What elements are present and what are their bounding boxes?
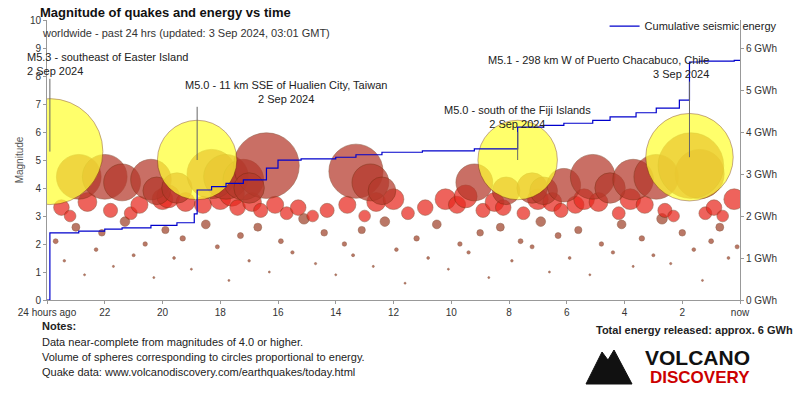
- svg-text:18: 18: [215, 307, 227, 318]
- svg-text:now: now: [731, 307, 750, 318]
- svg-text:Volume of spheres correspondin: Volume of spheres corresponding to circl…: [42, 351, 365, 363]
- svg-text:14: 14: [330, 307, 342, 318]
- svg-text:10: 10: [30, 15, 42, 26]
- svg-text:6: 6: [35, 127, 41, 138]
- svg-text:worldwide - past 24 hrs (updat: worldwide - past 24 hrs (updated: 3 Sep …: [42, 27, 330, 39]
- svg-text:M5.0 - 11 km SSE of Hualien Ci: M5.0 - 11 km SSE of Hualien City, Taiwan…: [185, 79, 387, 105]
- svg-text:3: 3: [35, 211, 41, 222]
- svg-text:6 GWh: 6 GWh: [746, 43, 777, 54]
- svg-text:4: 4: [35, 183, 41, 194]
- svg-text:22: 22: [99, 307, 111, 318]
- svg-text:16: 16: [272, 307, 284, 318]
- svg-text:Data near-complete from magnit: Data near-complete from magnitudes of 4.…: [42, 336, 303, 348]
- svg-text:Total energy released: approx.: Total energy released: approx. 6 GWh: [596, 324, 793, 336]
- svg-text:2: 2: [35, 239, 41, 250]
- svg-text:8: 8: [506, 307, 512, 318]
- svg-text:8: 8: [35, 71, 41, 82]
- svg-text:20: 20: [157, 307, 169, 318]
- svg-text:7: 7: [35, 99, 41, 110]
- svg-text:1: 1: [35, 267, 41, 278]
- svg-text:0 GWh: 0 GWh: [746, 295, 777, 306]
- svg-text:3 GWh: 3 GWh: [746, 169, 777, 180]
- svg-text:2 GWh: 2 GWh: [746, 211, 777, 222]
- svg-text:10: 10: [446, 307, 458, 318]
- svg-text:2: 2: [679, 307, 685, 318]
- svg-text:1 GWh: 1 GWh: [746, 253, 777, 264]
- svg-text:Notes:: Notes:: [42, 320, 76, 332]
- svg-text:Magnitude: Magnitude: [14, 136, 25, 183]
- svg-text:DISCOVERY: DISCOVERY: [650, 368, 750, 387]
- svg-text:4 GWh: 4 GWh: [746, 127, 777, 138]
- svg-text:24 hours ago: 24 hours ago: [18, 307, 77, 318]
- svg-text:5 GWh: 5 GWh: [746, 85, 777, 96]
- svg-text:M5.3 - southeast of Easter Isl: M5.3 - southeast of Easter Island2 Sep 2…: [27, 51, 188, 77]
- svg-text:0: 0: [35, 295, 41, 306]
- svg-text:Magnitude of quakes and energy: Magnitude of quakes and energy vs time: [40, 5, 291, 20]
- svg-text:5: 5: [35, 155, 41, 166]
- svg-text:VOLCANO: VOLCANO: [645, 346, 750, 369]
- svg-text:9: 9: [35, 43, 41, 54]
- svg-text:M5.0 - south of the Fiji Islan: M5.0 - south of the Fiji Islands2 Sep 20…: [444, 104, 591, 130]
- svg-text:Cumulative seismic energy: Cumulative seismic energy: [645, 20, 777, 32]
- svg-text:Quake data: www.volcanodiscove: Quake data: www.volcanodiscovery.com/ear…: [42, 366, 355, 378]
- svg-text:12: 12: [388, 307, 400, 318]
- svg-text:M5.1 - 298 km W of Puerto Chac: M5.1 - 298 km W of Puerto Chacabuco, Chi…: [488, 54, 709, 80]
- svg-text:6: 6: [564, 307, 570, 318]
- svg-text:4: 4: [622, 307, 628, 318]
